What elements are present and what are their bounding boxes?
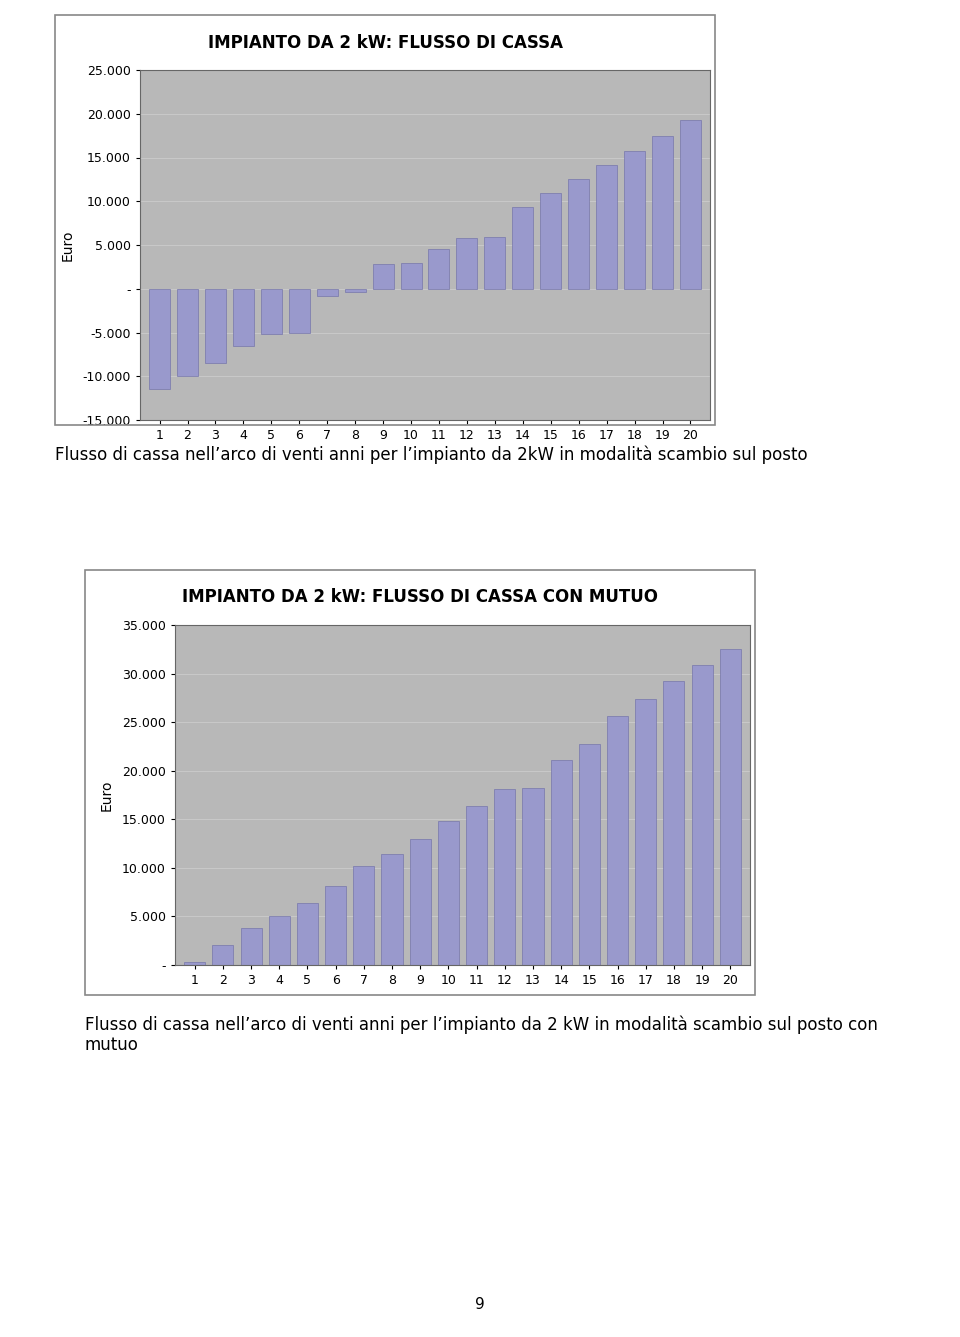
Bar: [456, 238, 477, 289]
Text: Flusso di cassa nell’arco di venti anni per l’impianto da 2kW in modalità scambi: Flusso di cassa nell’arco di venti anni …: [55, 445, 807, 464]
Bar: [568, 179, 589, 289]
Bar: [241, 928, 262, 965]
Bar: [325, 886, 347, 965]
Bar: [381, 854, 402, 965]
Bar: [513, 206, 533, 289]
Text: Flusso di cassa nell’arco di venti anni per l’impianto da 2 kW in modalità scamb: Flusso di cassa nell’arco di venti anni …: [85, 1015, 877, 1055]
Bar: [579, 745, 600, 965]
Bar: [607, 717, 628, 965]
Bar: [353, 866, 374, 965]
Bar: [149, 289, 170, 389]
Bar: [297, 902, 318, 965]
Bar: [720, 650, 741, 965]
Bar: [466, 806, 487, 965]
Bar: [400, 262, 421, 289]
Y-axis label: Euro: Euro: [60, 229, 74, 261]
Bar: [410, 838, 431, 965]
Bar: [551, 759, 572, 965]
Bar: [317, 289, 338, 297]
Bar: [691, 664, 712, 965]
Bar: [269, 916, 290, 965]
Bar: [485, 237, 505, 289]
Bar: [233, 289, 253, 346]
Bar: [289, 289, 310, 333]
Text: IMPIANTO DA 2 kW: FLUSSO DI CASSA CON MUTUO: IMPIANTO DA 2 kW: FLUSSO DI CASSA CON MU…: [182, 588, 658, 607]
Bar: [494, 789, 516, 965]
Bar: [663, 682, 684, 965]
Bar: [680, 120, 701, 289]
Bar: [261, 289, 282, 334]
Bar: [522, 789, 543, 965]
Bar: [212, 945, 233, 965]
Bar: [428, 250, 449, 289]
Text: IMPIANTO DA 2 kW: FLUSSO DI CASSA: IMPIANTO DA 2 kW: FLUSSO DI CASSA: [207, 33, 563, 52]
Bar: [184, 963, 205, 965]
Bar: [636, 699, 657, 965]
Text: 9: 9: [475, 1297, 485, 1312]
Y-axis label: Euro: Euro: [100, 779, 114, 810]
Bar: [596, 164, 617, 289]
Bar: [438, 821, 459, 965]
Bar: [345, 289, 366, 291]
Bar: [624, 151, 645, 289]
Bar: [205, 289, 226, 364]
Bar: [177, 289, 198, 376]
Bar: [372, 265, 394, 289]
Bar: [540, 194, 562, 289]
Bar: [652, 135, 673, 289]
